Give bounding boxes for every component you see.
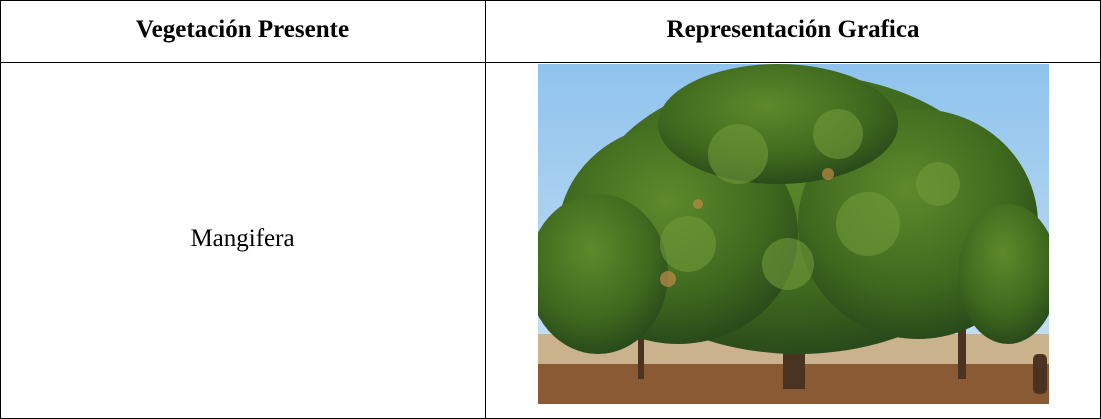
table-border: [0, 0, 1, 419]
header-cell: Vegetación Presente: [135, 16, 350, 43]
body-cell: Mangifera: [190, 225, 295, 252]
table-border: [0, 0, 1101, 1]
header-cell: Representación Grafica: [666, 16, 920, 43]
tree-photo: [538, 64, 1049, 404]
table-border: [485, 0, 486, 419]
table-border: [0, 62, 1101, 63]
